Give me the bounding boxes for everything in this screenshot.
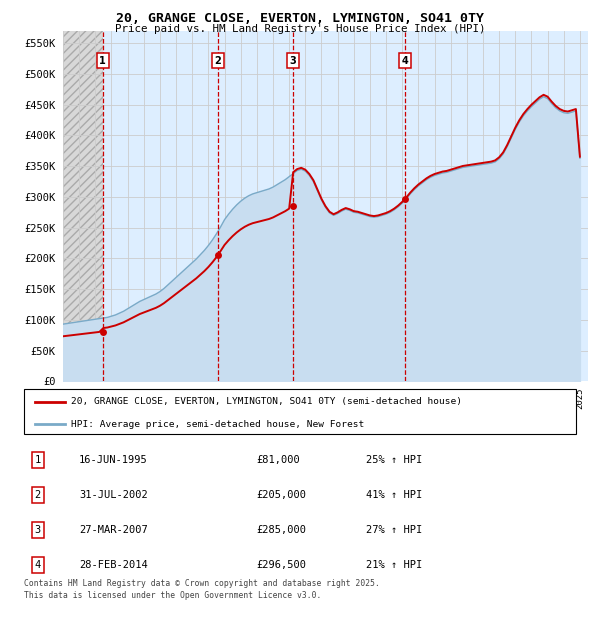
Text: £296,500: £296,500 [256, 560, 306, 570]
Text: 27-MAR-2007: 27-MAR-2007 [79, 525, 148, 535]
Text: 3: 3 [35, 525, 41, 535]
Bar [63, 31, 103, 381]
Text: 25% ↑ HPI: 25% ↑ HPI [366, 455, 422, 465]
Text: 1: 1 [35, 455, 41, 465]
Text: 2: 2 [35, 490, 41, 500]
Text: 20, GRANGE CLOSE, EVERTON, LYMINGTON, SO41 0TY (semi-detached house): 20, GRANGE CLOSE, EVERTON, LYMINGTON, SO… [71, 397, 462, 406]
Text: Contains HM Land Registry data © Crown copyright and database right 2025.: Contains HM Land Registry data © Crown c… [24, 578, 380, 588]
Text: £81,000: £81,000 [256, 455, 299, 465]
Text: £285,000: £285,000 [256, 525, 306, 535]
Text: £205,000: £205,000 [256, 490, 306, 500]
Text: 4: 4 [401, 56, 408, 66]
Text: 20, GRANGE CLOSE, EVERTON, LYMINGTON, SO41 0TY: 20, GRANGE CLOSE, EVERTON, LYMINGTON, SO… [116, 12, 484, 25]
Text: 27% ↑ HPI: 27% ↑ HPI [366, 525, 422, 535]
Text: 28-FEB-2014: 28-FEB-2014 [79, 560, 148, 570]
Text: Price paid vs. HM Land Registry's House Price Index (HPI): Price paid vs. HM Land Registry's House … [115, 24, 485, 33]
FancyBboxPatch shape [24, 389, 576, 434]
Text: 3: 3 [290, 56, 296, 66]
Text: 1: 1 [100, 56, 106, 66]
Text: 31-JUL-2002: 31-JUL-2002 [79, 490, 148, 500]
Text: 16-JUN-1995: 16-JUN-1995 [79, 455, 148, 465]
Text: 21% ↑ HPI: 21% ↑ HPI [366, 560, 422, 570]
Text: HPI: Average price, semi-detached house, New Forest: HPI: Average price, semi-detached house,… [71, 420, 364, 428]
Text: 4: 4 [35, 560, 41, 570]
Text: This data is licensed under the Open Government Licence v3.0.: This data is licensed under the Open Gov… [24, 591, 322, 600]
Text: 41% ↑ HPI: 41% ↑ HPI [366, 490, 422, 500]
Text: 2: 2 [214, 56, 221, 66]
